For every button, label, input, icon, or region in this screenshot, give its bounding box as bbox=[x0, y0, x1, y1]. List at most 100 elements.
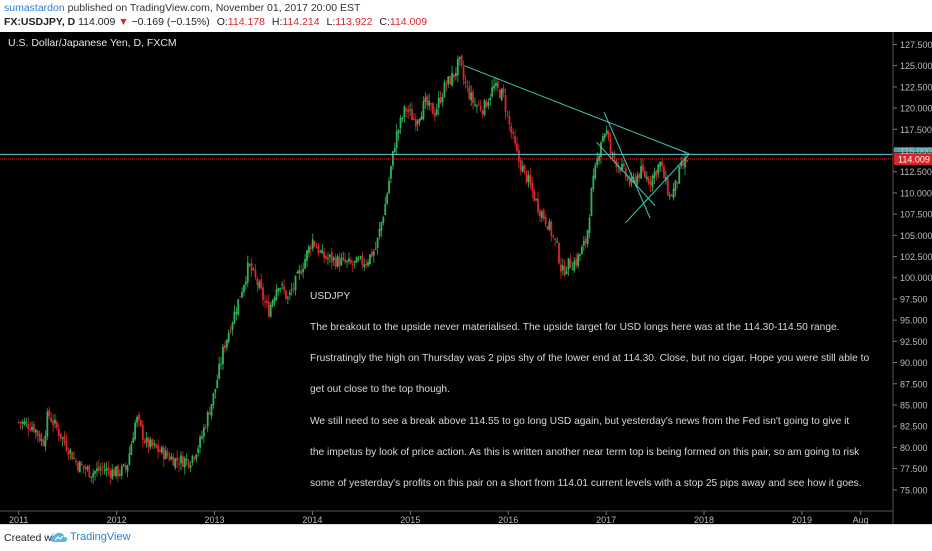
candle-body bbox=[453, 74, 455, 78]
candle-body bbox=[462, 67, 465, 80]
candle-body bbox=[233, 311, 236, 324]
x-tick-label: 2014 bbox=[302, 515, 322, 524]
candle-body bbox=[309, 247, 312, 249]
candle-body bbox=[327, 258, 329, 260]
candle-body bbox=[481, 110, 484, 115]
candle-body bbox=[174, 458, 177, 468]
candle-body bbox=[666, 178, 669, 196]
candle-body bbox=[416, 120, 419, 125]
candle-body bbox=[124, 465, 127, 470]
price-chart[interactable]: U.S. Dollar/Japanese Yen, D, FXCM 114.00… bbox=[0, 32, 932, 525]
annotation-line: the impetus by look of price action. As … bbox=[310, 446, 860, 458]
candle-body bbox=[246, 262, 249, 283]
candle-body bbox=[38, 433, 41, 441]
candle-body bbox=[537, 198, 539, 213]
candle-body bbox=[241, 291, 243, 298]
candle-body bbox=[164, 450, 167, 459]
y-tick-label: 102.500 bbox=[900, 252, 932, 262]
author-link[interactable]: sumastardon bbox=[4, 2, 65, 14]
candle-body bbox=[651, 175, 654, 187]
candle-body bbox=[244, 281, 247, 285]
candle-body bbox=[370, 251, 373, 257]
candle-body bbox=[346, 260, 348, 263]
open-value: 114.178 bbox=[227, 16, 265, 28]
candle-body bbox=[302, 268, 305, 273]
candle-body bbox=[162, 447, 165, 460]
chart-pane[interactable]: U.S. Dollar/Japanese Yen, D, FXCM 114.00… bbox=[0, 32, 932, 525]
candle-body bbox=[374, 248, 377, 250]
candle-body bbox=[195, 454, 198, 460]
candle-body bbox=[550, 221, 553, 237]
candle-body bbox=[105, 467, 108, 471]
candle-body bbox=[36, 430, 39, 436]
candle-body bbox=[580, 246, 583, 255]
candle-body bbox=[447, 76, 450, 85]
annotation-line: The breakout to the upside never materia… bbox=[310, 322, 840, 334]
x-tick-label: 2016 bbox=[498, 515, 518, 524]
tradingview-link[interactable]: TradingView bbox=[70, 531, 131, 543]
candle-body bbox=[197, 448, 200, 453]
candle-body bbox=[214, 389, 217, 393]
candle-body bbox=[92, 473, 95, 478]
candle-body bbox=[172, 456, 175, 466]
symbol-label[interactable]: FX:USDJPY, D bbox=[4, 16, 76, 28]
candle-body bbox=[657, 164, 660, 174]
candle-body bbox=[443, 81, 446, 98]
candle-body bbox=[27, 424, 30, 430]
candle-body bbox=[542, 209, 545, 219]
candle-body bbox=[502, 87, 505, 94]
y-tick-label: 110.000 bbox=[900, 188, 932, 198]
tradingview-cloud-icon[interactable] bbox=[50, 531, 68, 543]
candle-body bbox=[99, 469, 102, 471]
candle-body bbox=[611, 152, 614, 154]
candle-body bbox=[491, 87, 494, 97]
candle-body bbox=[668, 195, 671, 197]
candle-body bbox=[393, 148, 396, 153]
candle-body bbox=[54, 419, 56, 424]
x-tick-label: 2018 bbox=[694, 515, 714, 524]
candle-body bbox=[294, 276, 297, 291]
candle-body bbox=[69, 449, 72, 454]
candle-body bbox=[506, 114, 509, 116]
candle-body bbox=[540, 211, 543, 218]
candle-body bbox=[508, 116, 511, 125]
candle-body bbox=[216, 380, 219, 389]
candle-body bbox=[21, 421, 24, 424]
candle-body bbox=[428, 100, 431, 106]
x-tick-label: 2011 bbox=[9, 515, 28, 524]
candle-body bbox=[411, 109, 413, 121]
candle-body bbox=[561, 265, 564, 271]
candle-body bbox=[571, 269, 574, 271]
candle-body bbox=[378, 229, 381, 237]
candle-body bbox=[680, 162, 683, 167]
candle-body bbox=[559, 264, 562, 272]
candle-body bbox=[189, 465, 192, 468]
candle-body bbox=[533, 190, 536, 201]
candle-body bbox=[573, 260, 576, 271]
candle-body bbox=[122, 464, 125, 466]
candle-body bbox=[281, 284, 284, 286]
x-tick-label: 2015 bbox=[400, 515, 420, 524]
candle-body bbox=[138, 414, 140, 420]
candle-body bbox=[80, 463, 83, 466]
candle-body bbox=[605, 130, 608, 134]
candle-body bbox=[348, 258, 350, 262]
candle-body bbox=[319, 251, 322, 253]
candle-body bbox=[113, 469, 116, 477]
candle-body bbox=[220, 363, 222, 365]
candle-body bbox=[468, 87, 471, 99]
candle-body bbox=[76, 462, 79, 471]
candle-body bbox=[407, 109, 410, 112]
y-tick-label: 85.000 bbox=[900, 400, 928, 410]
candle-body bbox=[577, 254, 579, 267]
candle-body bbox=[548, 221, 551, 230]
candle-body bbox=[636, 175, 639, 185]
candle-body bbox=[376, 237, 379, 248]
candle-body bbox=[117, 465, 119, 477]
chart-header: sumastardon published on TradingView.com… bbox=[0, 0, 932, 32]
y-tick-label: 97.500 bbox=[900, 294, 928, 304]
candle-body bbox=[206, 412, 209, 427]
y-tick-label: 122.500 bbox=[900, 82, 932, 92]
candle-body bbox=[586, 230, 589, 245]
candle-body bbox=[495, 82, 497, 87]
